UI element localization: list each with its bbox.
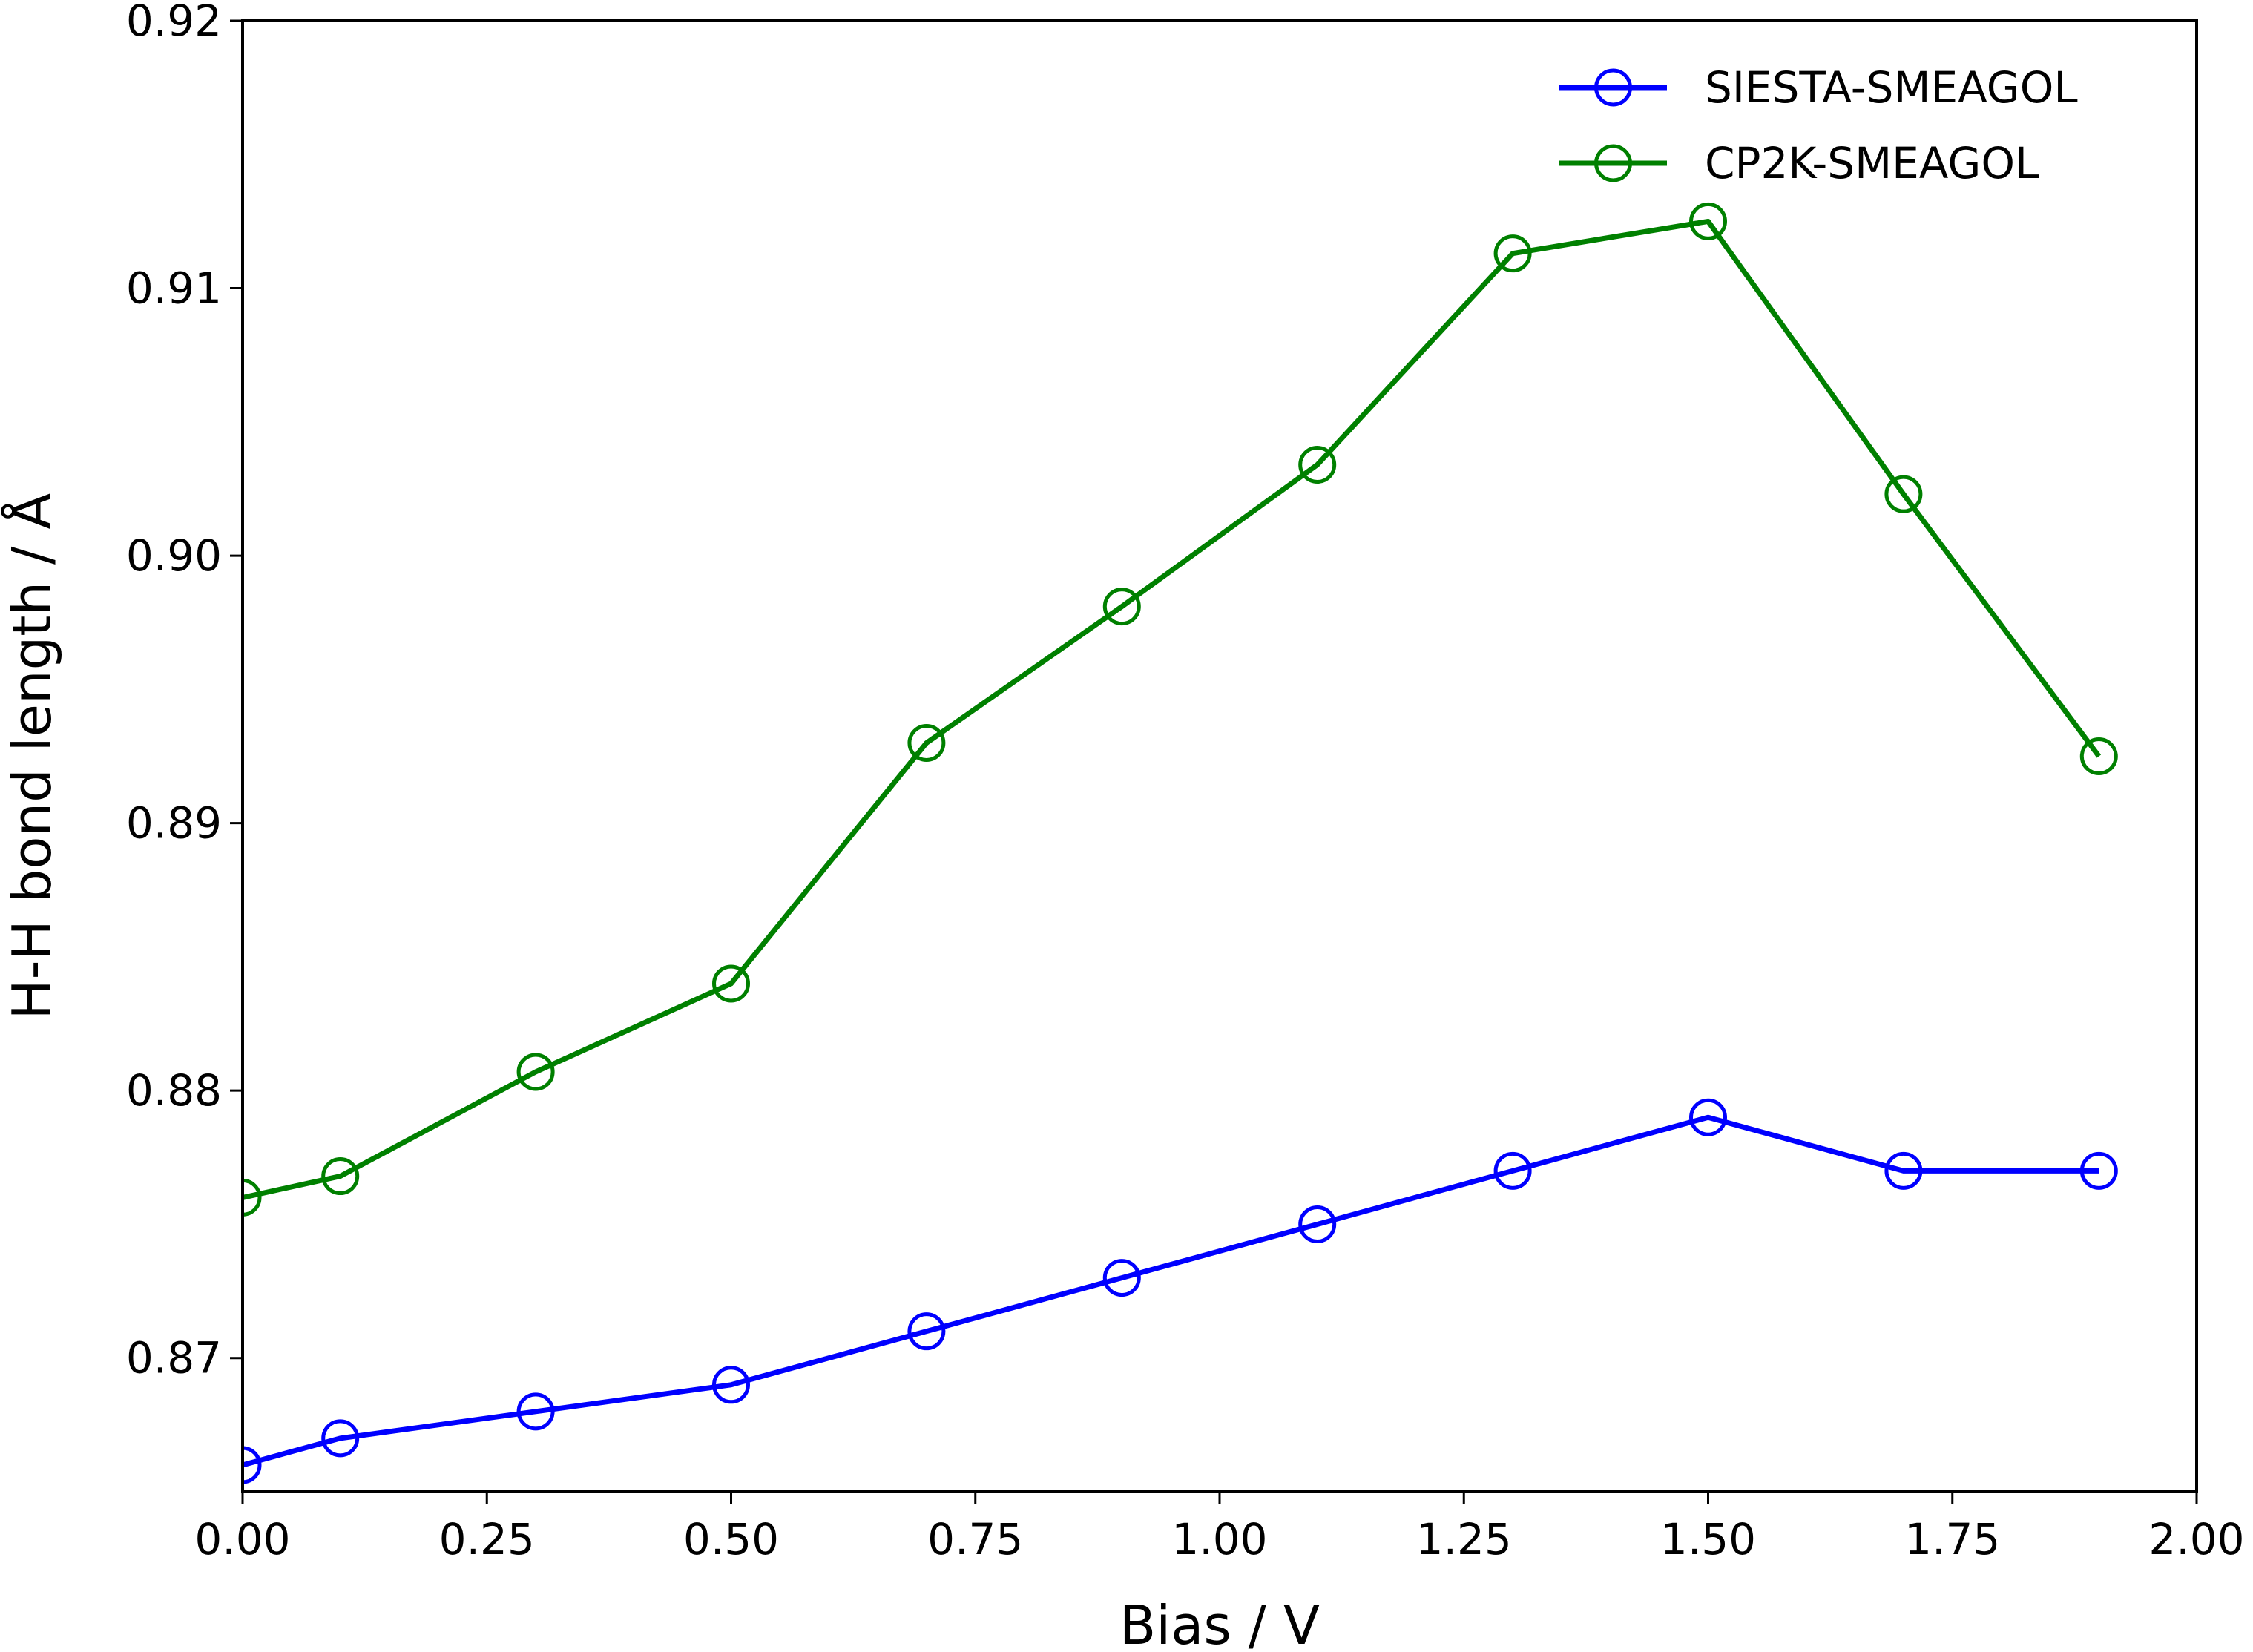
data-point-cp2k-smeagol	[907, 723, 946, 762]
data-point-cp2k-smeagol	[712, 964, 750, 1003]
legend-label: CP2K-SMEAGOL	[1705, 138, 2039, 188]
x-tick-label: 1.25	[1416, 1514, 1512, 1564]
series-line-cp2k-smeagol	[243, 218, 2102, 1200]
data-point-cp2k-smeagol	[516, 1053, 555, 1091]
y-tick-label: 0.88	[126, 1065, 222, 1116]
legend-label: SIESTA-SMEAGOL	[1705, 62, 2078, 113]
data-point-siesta-smeagol	[1689, 1098, 1727, 1136]
x-tick-label: 2.00	[2148, 1514, 2244, 1564]
data-point-cp2k-smeagol	[321, 1157, 360, 1196]
x-tick-label: 0.25	[439, 1514, 535, 1564]
x-tick-label: 0.50	[683, 1514, 779, 1564]
data-point-cp2k-smeagol	[1689, 202, 1727, 240]
data-point-siesta-smeagol	[712, 1366, 750, 1404]
data-point-siesta-smeagol	[321, 1419, 360, 1458]
legend: SIESTA-SMEAGOL CP2K-SMEAGOL	[1559, 62, 2078, 188]
x-tick-label: 1.50	[1660, 1514, 1756, 1564]
series-line-siesta-smeagol	[243, 1114, 2099, 1468]
data-point-cp2k-smeagol	[1298, 446, 1337, 484]
axes-frame	[241, 19, 2198, 1493]
legend-marker	[1594, 144, 1632, 182]
data-point-siesta-smeagol	[2079, 1151, 2118, 1190]
y-tick-label: 0.87	[126, 1333, 222, 1383]
x-tick-label: 1.00	[1171, 1514, 1267, 1564]
y-axis-label: H-H bond length / Å	[1, 493, 63, 1020]
data-point-siesta-smeagol	[243, 1446, 262, 1484]
y-tick-label: 0.90	[126, 530, 222, 581]
plot-area	[243, 202, 2118, 1484]
data-point-siesta-smeagol	[1102, 1259, 1141, 1297]
data-point-cp2k-smeagol	[1884, 475, 1923, 513]
x-tick-label: 1.75	[1904, 1514, 2000, 1564]
y-tick-label: 0.91	[126, 263, 222, 314]
data-point-siesta-smeagol	[907, 1312, 946, 1351]
data-point-siesta-smeagol	[1298, 1205, 1337, 1243]
data-point-cp2k-smeagol	[1102, 588, 1141, 626]
y-axis-ticks: 0.87 0.88 0.89 0.90 0.91 0.92	[126, 0, 243, 1383]
x-tick-label: 0.75	[927, 1514, 1023, 1564]
data-point-siesta-smeagol	[1493, 1151, 1532, 1190]
data-point-cp2k-smeagol	[2079, 737, 2118, 775]
data-point-cp2k-smeagol	[1493, 234, 1532, 273]
x-axis-ticks: 0.00 0.25 0.50 0.75 1.00 1.25 1.50 1.75 2.00	[194, 1492, 2245, 1564]
legend-marker	[1594, 68, 1632, 107]
y-tick-label: 0.89	[126, 798, 222, 849]
y-tick-label: 0.92	[126, 0, 222, 46]
x-tick-label: 0.00	[194, 1514, 290, 1564]
x-axis-label: Bias / V	[1119, 1594, 1320, 1652]
data-point-siesta-smeagol	[1884, 1151, 1923, 1190]
data-point-siesta-smeagol	[516, 1392, 555, 1431]
data-point-cp2k-smeagol	[243, 1178, 262, 1217]
